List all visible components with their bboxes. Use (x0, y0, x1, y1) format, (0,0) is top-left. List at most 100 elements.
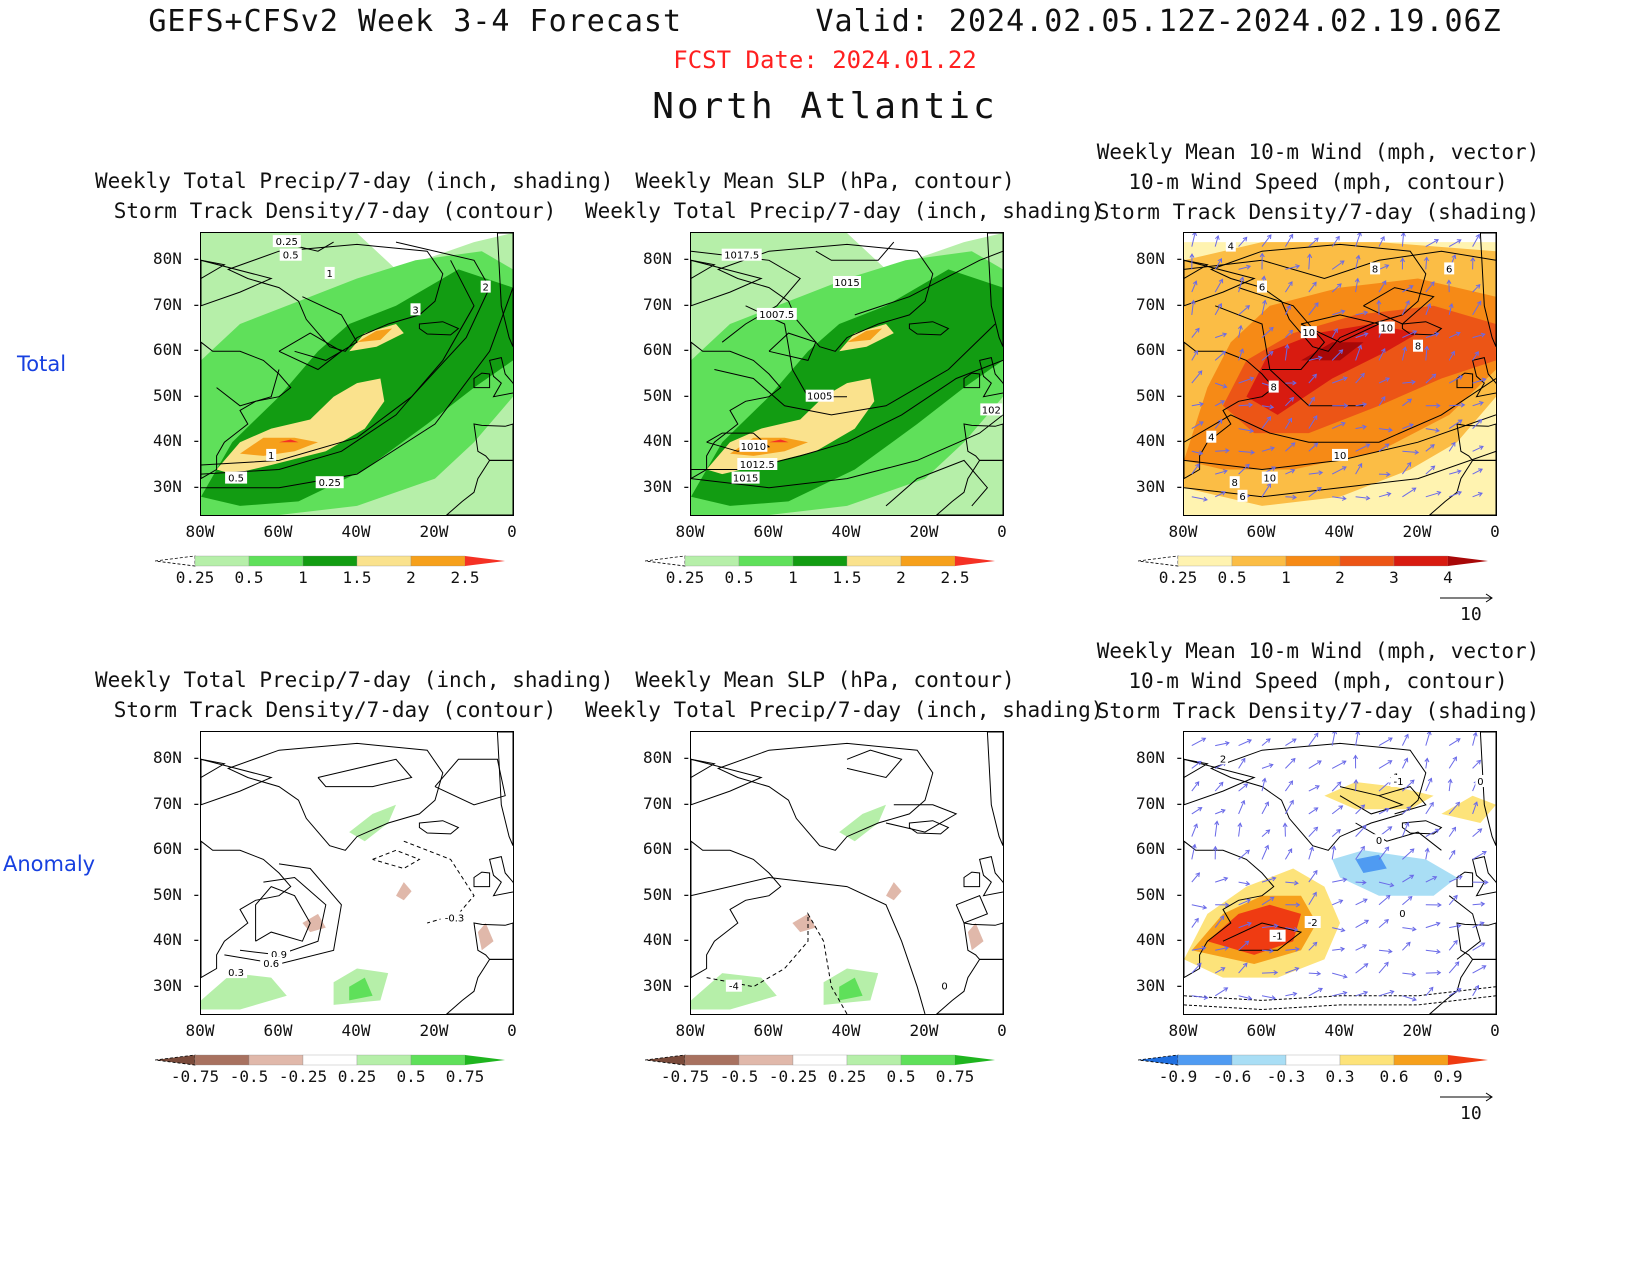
svg-text:2: 2 (1220, 754, 1226, 765)
lat-tick-label: 80N - (1136, 249, 1185, 269)
lat-tick-label: 40N - (1136, 930, 1185, 950)
panel-title: Weekly Total Precip/7-day (inch, shading… (95, 166, 614, 226)
colorbar-tick-label: 0.75 (445, 1067, 485, 1086)
colorbar-tick-label: 0.25 (827, 1067, 867, 1086)
lat-tick-label: 70N - (153, 294, 202, 314)
svg-text:102: 102 (982, 405, 1001, 416)
map-panel-anom-precip-storm: Weekly Total Precip/7-day (inch, shading… (95, 636, 614, 1096)
lat-tick-label: 60N - (153, 340, 202, 360)
colorbar-tick-label: 0.5 (396, 1067, 426, 1086)
map-panel-total-slp-precip: Weekly Mean SLP (hPa, contour) Weekly Tot… (585, 137, 1104, 597)
svg-text:0.5: 0.5 (283, 251, 299, 262)
lon-tick-label: 60W (263, 1021, 293, 1040)
forecast-date: FCST Date: 2024.01.22 (673, 46, 977, 74)
panel-title-line: Weekly Mean 10-m Wind (mph, vector) (1096, 140, 1540, 164)
map-panel-total-wind-storm: Weekly Mean 10-m Wind (mph, vector) 10-m … (1078, 137, 1558, 625)
map-canvas: 1017.5 1015 1007.5 1005 1010 1012.5 1015 102 (691, 233, 1003, 515)
map-plot: 1017.5 1015 1007.5 1005 1010 1012.5 1015 102 (690, 232, 1004, 516)
svg-text:1015: 1015 (733, 474, 758, 485)
lon-tick-label: 20W (1402, 1021, 1432, 1040)
lat-tick-label: 80N - (643, 748, 692, 768)
lat-tick-label: 60N - (1136, 340, 1185, 360)
colorbar: 0.25 0.5 1 2 3 4 (1138, 554, 1538, 588)
lon-tick-label: 60W (753, 522, 783, 541)
panel-title: Weekly Mean SLP (hPa, contour) Weekly Tot… (585, 166, 1104, 226)
colorbar-tick-label: 2 (1335, 568, 1345, 587)
panel-title-line: Weekly Total Precip/7-day (inch, shading… (585, 199, 1104, 223)
map-plot: 4 8 6 6 10 10 8 8 4 10 10 8 6 (1183, 232, 1497, 516)
map-panel-anom-wind-storm: Weekly Mean 10-m Wind (mph, vector) 10-m … (1078, 636, 1558, 1124)
panel-title-line: Weekly Total Precip/7-day (inch, shading… (95, 169, 614, 193)
colorbar: 0.25 0.5 1 1.5 2 2.5 (155, 554, 555, 588)
svg-text:0: 0 (1399, 909, 1405, 920)
svg-text:1: 1 (327, 269, 333, 280)
panel-title-line: Weekly Total Precip/7-day (inch, shading… (585, 698, 1104, 722)
panel-title: Weekly Mean 10-m Wind (mph, vector) 10-m … (1078, 137, 1558, 227)
colorbar-tick-label: 3 (1389, 568, 1399, 587)
lon-tick-label: 60W (263, 522, 293, 541)
svg-text:1005: 1005 (807, 392, 832, 403)
svg-text:3: 3 (412, 305, 418, 316)
reference-vector-label: 10 (1460, 1103, 1482, 1124)
svg-text:8: 8 (1232, 478, 1238, 489)
lat-tick-label: 30N - (153, 476, 202, 496)
region-title: North Atlantic (652, 86, 998, 127)
lon-tick-label: 60W (1246, 1021, 1276, 1040)
map-canvas: -0.3 0.90.6 0.3 (201, 732, 513, 1014)
reference-vector: 10 (1438, 592, 1508, 632)
svg-text:0.25: 0.25 (276, 237, 298, 248)
lat-tick-label: 50N - (153, 385, 202, 405)
map-panel-anom-slp-precip: Weekly Mean SLP (hPa, contour) Weekly Tot… (585, 636, 1104, 1096)
colorbar-tick-label: 2 (406, 568, 416, 587)
row-label-anomaly: Anomaly (3, 852, 96, 876)
colorbar-tick-label: 1 (788, 568, 798, 587)
colorbar-tick-label: 1 (1281, 568, 1291, 587)
colorbar-tick-label: 0.9 (1433, 1067, 1463, 1086)
reference-vector-label: 10 (1460, 604, 1482, 625)
lon-tick-label: 80W (185, 1021, 215, 1040)
lon-tick-label: 0 (1490, 1021, 1500, 1040)
svg-text:0.5: 0.5 (228, 474, 244, 485)
lon-tick-label: 40W (1324, 1021, 1354, 1040)
svg-text:6: 6 (1259, 283, 1265, 294)
svg-text:1010: 1010 (741, 442, 766, 453)
colorbar-tick-label: 0.25 (337, 1067, 377, 1086)
panel-title-line: Weekly Mean 10-m Wind (mph, vector) (1096, 639, 1540, 663)
map-panel-total-precip-storm: Weekly Total Precip/7-day (inch, shading… (95, 137, 614, 597)
colorbar-tick-label: -0.75 (170, 1067, 220, 1086)
svg-text:-4: -4 (729, 982, 739, 993)
colorbar-tick-label: -0.3 (1266, 1067, 1306, 1086)
panel-title-line: Storm Track Density/7-day (shading) (1096, 200, 1540, 224)
colorbar-tick-label: -0.9 (1158, 1067, 1198, 1086)
colorbar-tick-label: 0.5 (1217, 568, 1247, 587)
svg-text:-0.3: -0.3 (445, 914, 465, 925)
svg-text:1007.5: 1007.5 (759, 310, 794, 321)
lat-tick-label: 80N - (1136, 748, 1185, 768)
panel-title-line: Storm Track Density/7-day (shading) (1096, 699, 1540, 723)
map-plot: -4 0 (690, 731, 1004, 1015)
lon-tick-label: 60W (1246, 522, 1276, 541)
colorbar-tick-label: 1 (298, 568, 308, 587)
colorbar-tick-label: 2.5 (940, 568, 970, 587)
panel-title-line: 10-m Wind Speed (mph, contour) (1128, 669, 1508, 693)
lat-tick-label: 50N - (153, 884, 202, 904)
lon-tick-label: 20W (1402, 522, 1432, 541)
svg-text:0: 0 (1477, 777, 1483, 788)
colorbar-tick-label: 1.5 (342, 568, 372, 587)
lat-tick-label: 40N - (643, 930, 692, 950)
lon-tick-label: 80W (185, 522, 215, 541)
colorbar: 0.25 0.5 1 1.5 2 2.5 (645, 554, 1045, 588)
panel-title-line: Weekly Total Precip/7-day (inch, shading… (95, 668, 614, 692)
panel-title-line: Storm Track Density/7-day (contour) (113, 199, 557, 223)
svg-text:1015: 1015 (834, 278, 859, 289)
svg-text:1017.5: 1017.5 (724, 251, 759, 262)
lon-tick-label: 40W (1324, 522, 1354, 541)
panel-title-line: Weekly Mean SLP (hPa, contour) (635, 668, 1015, 692)
figure-title: GEFS+CFSv2 Week 3-4 Forecast Valid: 2024… (148, 4, 1502, 39)
svg-text:6: 6 (1446, 264, 1452, 275)
panel-title-line: Weekly Mean SLP (hPa, contour) (635, 169, 1015, 193)
colorbar: -0.75 -0.5 -0.25 0.25 0.5 0.75 (155, 1053, 555, 1087)
panel-title: Weekly Mean 10-m Wind (mph, vector) 10-m … (1078, 636, 1558, 726)
colorbar-tick-label: -0.5 (229, 1067, 269, 1086)
lat-tick-label: 80N - (153, 748, 202, 768)
